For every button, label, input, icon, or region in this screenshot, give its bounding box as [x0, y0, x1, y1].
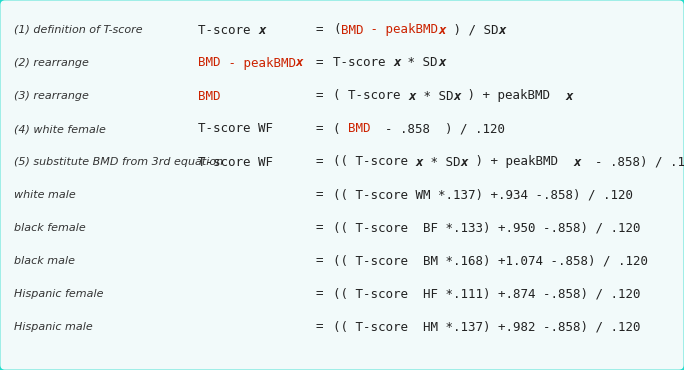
Text: =: =: [315, 155, 322, 168]
Text: ) / SD: ) / SD: [445, 24, 498, 37]
Text: black male: black male: [14, 256, 75, 266]
Text: T-score: T-score: [198, 24, 258, 37]
Text: x: x: [453, 90, 460, 102]
Text: * SD: * SD: [423, 155, 460, 168]
Text: black female: black female: [14, 223, 86, 233]
Text: =: =: [315, 255, 322, 268]
Text: =: =: [315, 57, 322, 70]
Text: T-score WF: T-score WF: [198, 122, 273, 135]
Text: x: x: [498, 24, 505, 37]
Text: (( T-score  BM *.168) +1.074 -.858) / .120: (( T-score BM *.168) +1.074 -.858) / .12…: [333, 255, 648, 268]
Text: =: =: [315, 122, 322, 135]
Text: Hispanic female: Hispanic female: [14, 289, 103, 299]
Text: x: x: [258, 24, 265, 37]
Text: white male: white male: [14, 190, 76, 200]
Text: x: x: [438, 24, 445, 37]
Text: Hispanic male: Hispanic male: [14, 322, 93, 332]
Text: ( T-score: ( T-score: [333, 90, 408, 102]
Text: (( T-score WM *.137) +.934 -.858) / .120: (( T-score WM *.137) +.934 -.858) / .120: [333, 188, 633, 202]
Text: - peakBMD: - peakBMD: [220, 57, 295, 70]
Text: x: x: [573, 155, 581, 168]
Text: =: =: [315, 188, 322, 202]
Text: (( T-score  HM *.137) +.982 -.858) / .120: (( T-score HM *.137) +.982 -.858) / .120: [333, 320, 640, 333]
Text: =: =: [315, 222, 322, 235]
Text: x: x: [438, 57, 445, 70]
Text: (4) white female: (4) white female: [14, 124, 106, 134]
Text: x: x: [295, 57, 303, 70]
Text: =: =: [315, 90, 322, 102]
Text: ) + peakBMD: ) + peakBMD: [468, 155, 573, 168]
Text: (( T-score: (( T-score: [333, 155, 415, 168]
Text: (: (: [333, 24, 341, 37]
Text: (5) substitute BMD from 3rd equation: (5) substitute BMD from 3rd equation: [14, 157, 223, 167]
Text: x: x: [408, 90, 415, 102]
Text: x: x: [566, 90, 573, 102]
Text: =: =: [315, 287, 322, 300]
Text: BMD: BMD: [198, 57, 220, 70]
Text: (1) definition of T-score: (1) definition of T-score: [14, 25, 143, 35]
Text: x: x: [393, 57, 401, 70]
Text: - .858) / .120: - .858) / .120: [581, 155, 684, 168]
Text: (( T-score  HF *.111) +.874 -.858) / .120: (( T-score HF *.111) +.874 -.858) / .120: [333, 287, 640, 300]
Text: * SD: * SD: [401, 57, 438, 70]
Text: - .858  ) / .120: - .858 ) / .120: [371, 122, 505, 135]
Text: =: =: [315, 24, 322, 37]
Text: T-score WF: T-score WF: [198, 155, 273, 168]
Text: x: x: [415, 155, 423, 168]
Text: BMD: BMD: [198, 90, 220, 102]
Text: (2) rearrange: (2) rearrange: [14, 58, 89, 68]
Text: T-score: T-score: [333, 57, 393, 70]
Text: (3) rearrange: (3) rearrange: [14, 91, 89, 101]
Text: ) + peakBMD: ) + peakBMD: [460, 90, 566, 102]
Text: - peakBMD: - peakBMD: [363, 24, 438, 37]
Text: (: (: [333, 122, 348, 135]
Text: =: =: [315, 320, 322, 333]
Text: (( T-score  BF *.133) +.950 -.858) / .120: (( T-score BF *.133) +.950 -.858) / .120: [333, 222, 640, 235]
Text: * SD: * SD: [415, 90, 453, 102]
Text: x: x: [460, 155, 468, 168]
Text: BMD: BMD: [341, 24, 363, 37]
Text: BMD: BMD: [348, 122, 371, 135]
